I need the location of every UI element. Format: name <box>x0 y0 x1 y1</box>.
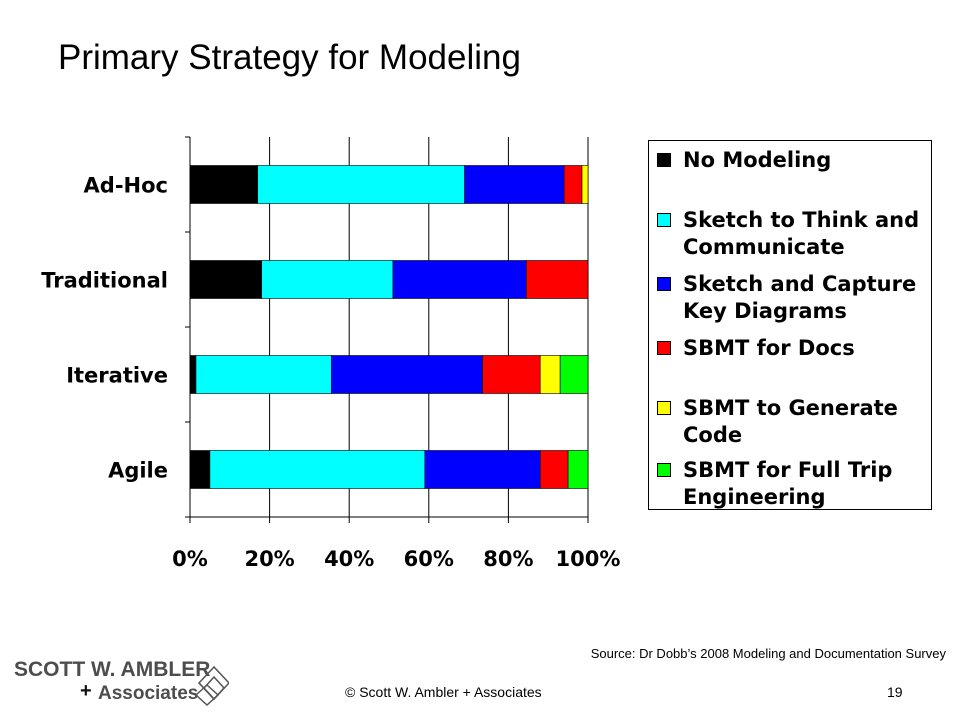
bar-segment <box>563 165 583 204</box>
bar-segment <box>567 450 589 489</box>
x-tick-label: 80% <box>483 547 533 571</box>
legend-label: Sketch to Think and <box>683 208 920 232</box>
slide-title: Primary Strategy for Modeling <box>58 38 521 77</box>
source-note: Source: Dr Dobb’s 2008 Modeling and Docu… <box>590 646 946 661</box>
category-label: Iterative <box>66 364 168 388</box>
bar-segment <box>189 165 258 204</box>
legend-swatch <box>657 277 671 291</box>
legend-label: Sketch and Capture <box>683 272 917 296</box>
legend-label: Key Diagrams <box>683 299 847 323</box>
bar-segment <box>482 355 541 394</box>
legend-label: SBMT to Generate <box>683 396 898 420</box>
bar-segment <box>330 355 483 394</box>
category-label: Ad-Hoc <box>84 174 168 198</box>
bar-segment <box>195 355 332 394</box>
bar-segment <box>189 450 211 489</box>
bar-segment <box>539 355 561 394</box>
legend-label: No Modeling <box>683 148 832 172</box>
bar-segment <box>189 260 262 299</box>
logo-plus: + <box>80 680 92 702</box>
legend-label: Code <box>683 423 743 447</box>
category-label: Agile <box>108 459 168 483</box>
bar-segment <box>581 165 589 204</box>
page-number: 19 <box>887 684 903 700</box>
legend-swatch <box>657 213 671 227</box>
legend-swatch <box>657 463 671 477</box>
x-tick-label: 0% <box>172 547 208 571</box>
bar-segment <box>392 260 527 299</box>
chart-legend: No Modeling Sketch to Think and Communicat… <box>648 140 932 510</box>
copyright-footer: © Scott W. Ambler + Associates <box>345 684 542 700</box>
category-label: Traditional <box>41 269 168 293</box>
x-tick-label: 20% <box>244 547 294 571</box>
bar-segment <box>261 260 394 299</box>
logo-line1: SCOTT W. AMBLER <box>14 658 210 681</box>
bar-segment <box>464 165 565 204</box>
x-tick-label: 60% <box>404 547 454 571</box>
bar-segment <box>424 450 541 489</box>
legend-label: Engineering <box>683 485 826 509</box>
bar-segment <box>209 450 426 489</box>
bar-segment <box>189 355 197 394</box>
legend-label: Communicate <box>683 235 845 259</box>
legend-label: SBMT for Docs <box>683 336 855 360</box>
legend-label: SBMT for Full Trip <box>683 458 893 482</box>
company-logo: SCOTT W. AMBLER + Associates <box>14 658 229 707</box>
logo-diamond-mark <box>194 665 229 707</box>
logo-line2: Associates <box>98 683 198 704</box>
bar-segment <box>526 260 589 299</box>
legend-swatch <box>657 401 671 415</box>
x-tick-label: 100% <box>556 547 621 571</box>
bar-segment <box>257 165 465 204</box>
x-tick-label: 40% <box>324 547 374 571</box>
bar-segment <box>559 355 589 394</box>
bar-segment <box>539 450 569 489</box>
legend-swatch <box>657 341 671 355</box>
legend-swatch <box>657 153 671 167</box>
